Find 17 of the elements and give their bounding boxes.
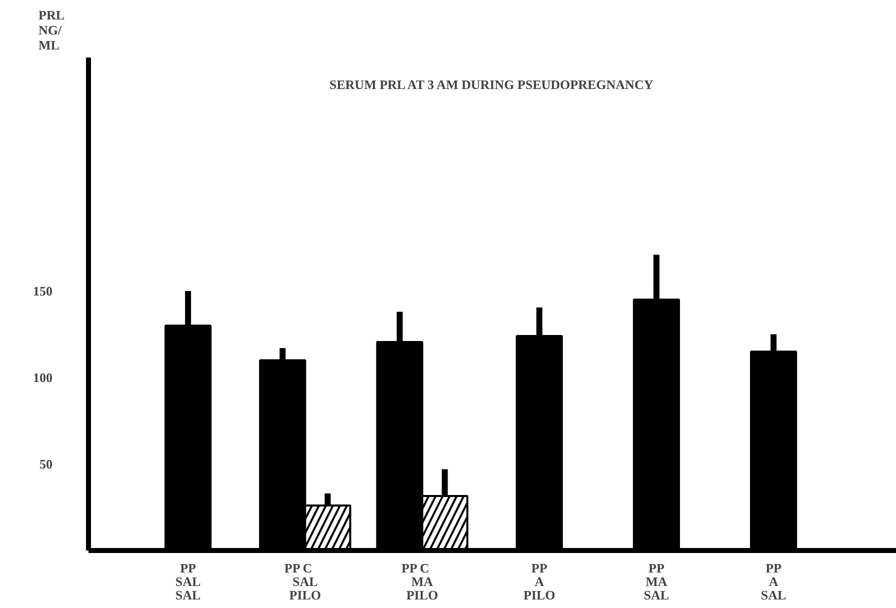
y-tick-label: 50 (40, 456, 52, 472)
x-tick-label: MA SAL (644, 574, 670, 602)
text: PP (531, 560, 548, 576)
x-tick-label: SAL SAL (175, 574, 202, 602)
text: PP (766, 560, 782, 576)
x-tick-label: SAL PILO (289, 574, 322, 602)
text: PP (648, 560, 664, 576)
series-label: PP (180, 560, 196, 576)
text: PP C (284, 560, 312, 576)
y-tick-label: 150 (33, 284, 52, 299)
x-tick-label: A PILO (523, 574, 556, 602)
text: PP C (401, 560, 430, 576)
text: SERUM PRL AT 3 AM DURING PSEUDOPREGNANCY (329, 77, 654, 92)
y-tick-label: 100 (33, 370, 52, 386)
y-axis-title: PRL NG/ ML (38, 8, 65, 52)
x-tick-label: MA PILO (406, 574, 438, 602)
x-tick-label: A SAL (760, 574, 787, 602)
